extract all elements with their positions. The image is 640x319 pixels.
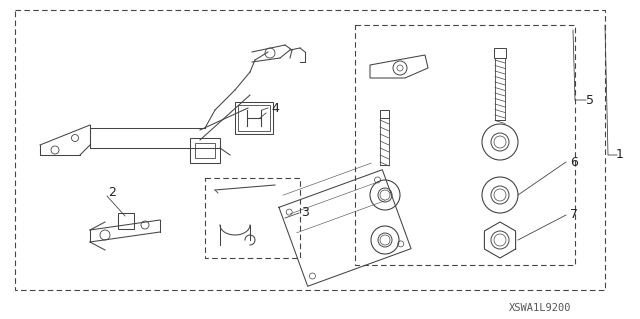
Text: 4: 4 (271, 101, 279, 115)
Bar (380, 110, 389, 118)
Text: 7: 7 (570, 209, 578, 221)
Bar (238, 105, 270, 131)
Bar (190, 138, 220, 163)
Bar (118, 213, 134, 229)
Bar (205, 178, 300, 258)
Bar (235, 102, 273, 134)
Text: 1: 1 (616, 149, 624, 161)
Bar (494, 48, 506, 58)
Text: 5: 5 (586, 93, 594, 107)
Text: 3: 3 (301, 206, 309, 219)
Text: 6: 6 (570, 155, 578, 168)
Text: 2: 2 (108, 187, 116, 199)
Text: XSWA1L9200: XSWA1L9200 (509, 303, 572, 313)
Bar (15, 10, 605, 290)
Bar (355, 25, 575, 265)
Bar (195, 143, 215, 158)
